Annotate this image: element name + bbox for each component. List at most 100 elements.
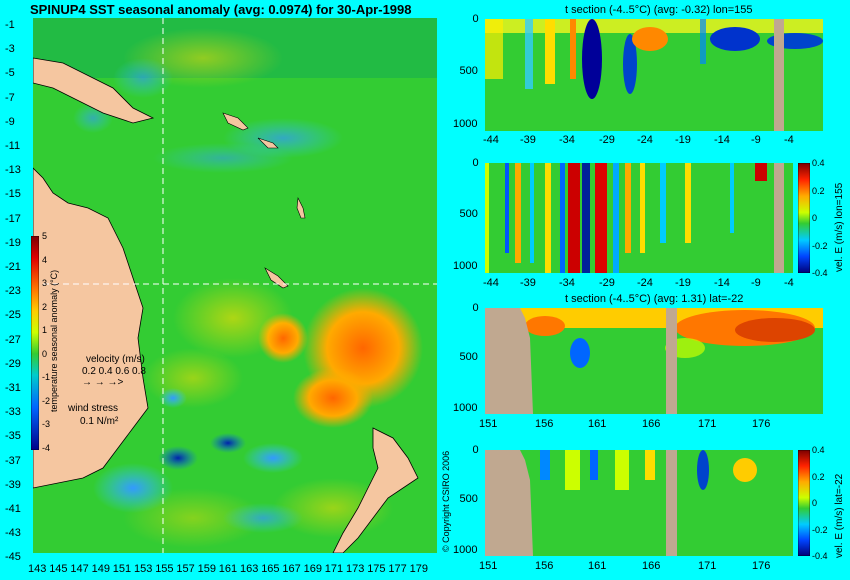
panel-x-tick: 166 <box>642 418 661 430</box>
map-colorbar <box>31 236 39 450</box>
panel-x-tick: -24 <box>637 277 653 289</box>
png-land <box>33 57 155 124</box>
map-lat-tick: -41 <box>5 503 21 515</box>
cold-anomaly <box>158 446 198 470</box>
map-lat-tick: -3 <box>5 43 15 56</box>
panel-v-lat-colorbar-label: vel. E (m/s) lat=-22 <box>834 473 845 558</box>
panel-x-tick: -9 <box>751 277 761 289</box>
wind-label: wind stress <box>68 403 119 414</box>
panel-y-tick: 1000 <box>453 260 478 273</box>
map-lat-tick: -17 <box>5 212 21 225</box>
panel-x-tick: 176 <box>752 560 771 572</box>
map-lon-tick: 143 <box>28 563 47 575</box>
map-lon-tick: 147 <box>70 563 89 575</box>
map-colorbar-label: temperature seasonal anomaly (°C) <box>49 269 59 412</box>
panel-v-lat-colorbar <box>798 450 810 556</box>
panel-x-tick: -39 <box>520 277 536 289</box>
panel-y-tick: 0 <box>472 302 479 314</box>
panel-x-tick: 171 <box>698 418 717 430</box>
map-lat-tick: -27 <box>5 333 21 346</box>
velocity-scale: 0.2 0.4 0.6 0.8 <box>82 366 146 377</box>
panel-x-tick: -29 <box>599 277 615 289</box>
panel-x-tick: -44 <box>483 277 499 289</box>
map-lon-tick: 151 <box>112 563 132 575</box>
map-lat-tick: -43 <box>5 527 21 540</box>
panel-x-tick: -24 <box>637 134 653 146</box>
sst-map <box>33 18 437 553</box>
map-colorbar-tick: 3 <box>42 278 48 288</box>
panel-x-tick: 171 <box>698 560 717 572</box>
panel-x-tick: 156 <box>535 418 554 430</box>
panel-title-t-lon: t section (-4..5°C) (avg: -0.32) lon=155 <box>565 4 753 16</box>
panel-x-tick: -14 <box>714 277 730 289</box>
panel-x-tick: -34 <box>559 277 575 289</box>
panel-v-lon-colorbar-label: vel. E (m/s) lon=155 <box>834 182 845 272</box>
map-lon-tick: 167 <box>282 563 301 575</box>
map-lat-tick: -7 <box>5 91 15 104</box>
map-colorbar-tick: -3 <box>42 419 51 429</box>
new-zealand-land <box>332 427 419 553</box>
map-lat-tick: -35 <box>5 430 21 443</box>
cool-anomaly <box>223 503 303 533</box>
panel-colorbar-tick: -0.2 <box>812 524 828 535</box>
panel-y-tick: 1000 <box>453 543 478 556</box>
cool-anomaly <box>113 58 173 98</box>
panel-x-tick: -34 <box>559 134 575 146</box>
map-colorbar-tick: 4 <box>42 254 48 265</box>
warm-anomaly <box>173 278 293 358</box>
panel-colorbar-tick: 0.4 <box>812 158 825 168</box>
panel-x-tick: -4 <box>784 134 794 146</box>
velocity-label: velocity (m/s) <box>86 354 145 365</box>
panel-colorbar-tick: 0.4 <box>812 445 825 455</box>
map-lat-tick: -21 <box>5 261 21 273</box>
velocity-arrows: → → →> <box>82 377 124 388</box>
panel-x-tick: -4 <box>784 277 794 289</box>
map-lat-tick: -23 <box>5 285 21 298</box>
warm-anomaly <box>143 348 243 408</box>
panel-y-tick: 500 <box>459 350 478 363</box>
map-lat-tick: -25 <box>5 309 21 322</box>
map-lon-tick: 177 <box>388 563 407 575</box>
map-colorbar-tick: 5 <box>42 231 48 241</box>
map-lat-tick: -39 <box>5 478 21 491</box>
panel-y-tick: 1000 <box>453 118 478 131</box>
map-lat-tick: -13 <box>5 164 21 177</box>
panel-title-t-lat: t section (-4..5°C) (avg: 1.31) lat=-22 <box>565 293 744 305</box>
map-lon-tick: 153 <box>134 563 153 575</box>
map-lat-tick: -31 <box>5 382 21 394</box>
panel-t-lat <box>485 308 823 414</box>
panel-y-tick: 1000 <box>453 401 478 414</box>
map-lat-tick: -19 <box>5 236 21 249</box>
panel-x-tick: 161 <box>588 418 607 430</box>
panel-x-tick: -29 <box>599 134 615 146</box>
panel-colorbar-tick: -0.4 <box>812 268 828 278</box>
map-lon-tick: 171 <box>324 563 344 575</box>
australia-land <box>33 167 149 489</box>
map-lat-tick: -11 <box>5 140 21 152</box>
map-lat-tick: -33 <box>5 406 21 419</box>
panel-v-lon-colorbar <box>798 163 810 273</box>
new-caledonia <box>264 267 289 289</box>
copyright: © Copyright CSIRO 2006 <box>441 450 451 552</box>
map-lon-tick: 157 <box>176 563 195 575</box>
cool-anomaly <box>93 463 173 513</box>
map-lat-tick: -15 <box>5 188 21 201</box>
cool-anomaly <box>243 443 303 473</box>
panel-v-lat <box>485 450 793 556</box>
map-lon-tick: 175 <box>367 563 386 575</box>
map-lat-tick: -37 <box>5 454 21 467</box>
panel-x-tick: 151 <box>479 418 498 430</box>
panel-y-tick: 500 <box>459 64 478 77</box>
map-lat-tick: -9 <box>5 115 15 128</box>
panel-y-tick: 0 <box>472 444 479 456</box>
map-lon-tick: 145 <box>49 563 68 575</box>
map-colorbar-tick: -1 <box>42 372 51 382</box>
map-lon-tick: 163 <box>240 563 259 575</box>
map-colorbar-tick: -4 <box>42 442 51 453</box>
panel-x-tick: 166 <box>642 560 661 572</box>
panel-v-lon <box>485 163 793 273</box>
map-colorbar-tick: 2 <box>42 301 48 312</box>
panel-x-tick: -14 <box>714 134 730 146</box>
panel-y-tick: 500 <box>459 492 478 505</box>
panel-x-tick: -44 <box>483 134 499 146</box>
